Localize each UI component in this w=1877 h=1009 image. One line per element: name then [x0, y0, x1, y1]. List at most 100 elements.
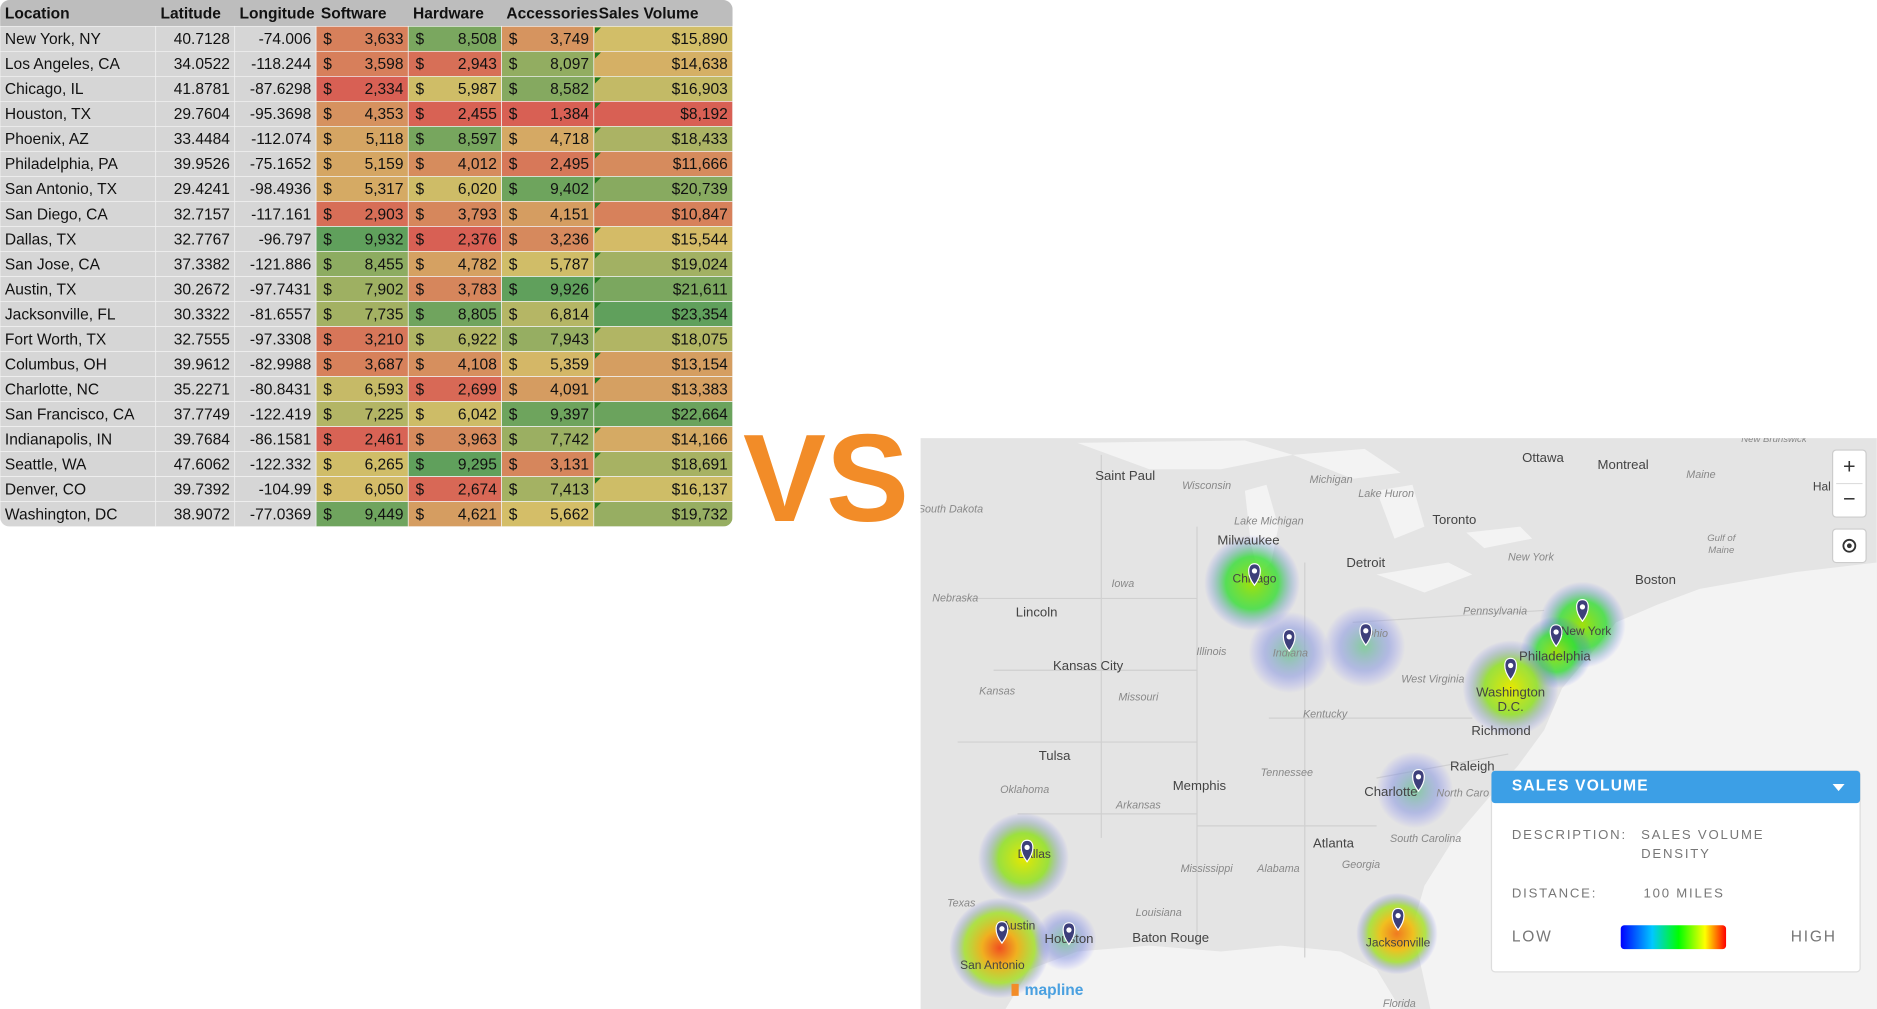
cell-text: 4,151 [550, 206, 589, 223]
map-label: South Carolina [1390, 833, 1461, 845]
cell-text: 3,963 [458, 431, 497, 448]
map-label: Milwaukee [1217, 532, 1279, 547]
legend-header[interactable] [1491, 770, 1861, 804]
cell [593, 476, 733, 502]
cell [407, 76, 502, 102]
cell [234, 351, 317, 377]
cell-text: -87.6298 [250, 81, 311, 98]
cell-text: 9,926 [550, 281, 589, 298]
currency-symbol: $ [323, 81, 332, 98]
map-label: Tennessee [1261, 767, 1313, 779]
pin [1391, 907, 1405, 931]
cell [155, 301, 236, 327]
cell-text: $23,354 [672, 306, 729, 323]
cell [593, 176, 733, 202]
cell [234, 226, 317, 252]
cell-text: $18,691 [672, 456, 728, 473]
currency-symbol: $ [323, 506, 332, 523]
cell-text: 5,159 [365, 156, 404, 173]
currency-symbol: $ [415, 156, 424, 173]
cell-text: 5,787 [550, 256, 589, 273]
cell-text: 7,943 [550, 331, 589, 348]
cell-text: 29.7604 [174, 106, 231, 123]
cell [155, 351, 236, 377]
cell [0, 176, 157, 202]
cell [315, 351, 409, 377]
cell-text: 4,108 [458, 356, 497, 373]
cell [0, 276, 157, 302]
cell-text: 2,461 [365, 431, 404, 448]
cell-flag [594, 127, 601, 134]
map-label: Detroit [1346, 555, 1385, 570]
cell [593, 401, 733, 427]
cell [593, 501, 733, 527]
cell-text: 8,597 [458, 131, 497, 148]
map-label: Alabama [1256, 863, 1300, 875]
cell-text: 2,699 [458, 381, 497, 398]
cell-text: 2,334 [365, 81, 404, 98]
zoom-in[interactable]: + [1843, 455, 1856, 479]
legend-caret[interactable] [1832, 783, 1845, 792]
map-label: Georgia [1342, 859, 1380, 871]
cell-text: 5,118 [366, 131, 404, 148]
column-header: Hardware [413, 5, 484, 22]
map-label: Toronto [1432, 512, 1476, 527]
zoom-out[interactable]: − [1843, 487, 1856, 511]
cell-text: 8,582 [550, 81, 589, 98]
currency-symbol: $ [415, 181, 424, 198]
currency-symbol: $ [323, 31, 332, 48]
vs-text: VS [743, 409, 909, 548]
cell-text: San Francisco, CA [5, 406, 135, 423]
currency-symbol: $ [509, 256, 518, 273]
map-label: New York [1508, 552, 1554, 564]
currency-symbol: $ [509, 206, 518, 223]
map-label: Maine [1686, 469, 1715, 481]
cell [593, 76, 733, 102]
currency-symbol: $ [509, 156, 518, 173]
cell-text: 5,662 [550, 506, 589, 523]
cell [155, 176, 236, 202]
cell-text: Austin, TX [5, 281, 77, 298]
map-label: Maine [1708, 545, 1734, 556]
legend-value: DENSITY [1641, 846, 1711, 861]
cell-text: Chicago, IL [5, 81, 84, 98]
cell-flag [594, 377, 601, 384]
cell [0, 326, 157, 352]
cell-text: Philadelphia, PA [5, 156, 119, 173]
cell [593, 201, 733, 227]
cell-text: -81.6557 [250, 306, 311, 323]
cell-text: 7,225 [365, 406, 404, 423]
cell-flag [594, 477, 601, 484]
legend-value: 100 MILES [1643, 886, 1724, 901]
map-label: Iowa [1111, 578, 1134, 590]
cell [501, 326, 595, 352]
map-label: Oklahoma [1000, 784, 1049, 796]
legend-gradient [1620, 925, 1727, 950]
cell-text: 5,317 [365, 181, 404, 198]
currency-symbol: $ [415, 431, 424, 448]
cell-text: -77.0369 [250, 506, 311, 523]
cell [0, 351, 157, 377]
currency-symbol: $ [415, 481, 424, 498]
currency-symbol: $ [509, 306, 518, 323]
map-label: Kansas [979, 686, 1016, 698]
cell [407, 151, 502, 177]
column-header: Longitude [240, 5, 315, 22]
cell-text: 8,455 [365, 256, 404, 273]
cell [234, 176, 317, 202]
heat-blob [1376, 751, 1454, 829]
cell [593, 426, 733, 452]
cell-text: 30.3322 [174, 306, 230, 323]
cell-text: -95.3698 [250, 106, 311, 123]
cell-text: San Antonio, TX [5, 181, 118, 198]
cell-text: 6,814 [550, 306, 589, 323]
cell-text: Denver, CO [5, 481, 86, 498]
map-label: Mississippi [1181, 863, 1234, 875]
cell-text: 9,295 [458, 456, 497, 473]
cell-text: $20,739 [672, 181, 728, 198]
cell [155, 326, 236, 352]
pin [1359, 622, 1373, 647]
lakes [1077, 440, 1533, 593]
cell-text: New York, NY [5, 31, 102, 48]
cell-flag [594, 77, 601, 84]
